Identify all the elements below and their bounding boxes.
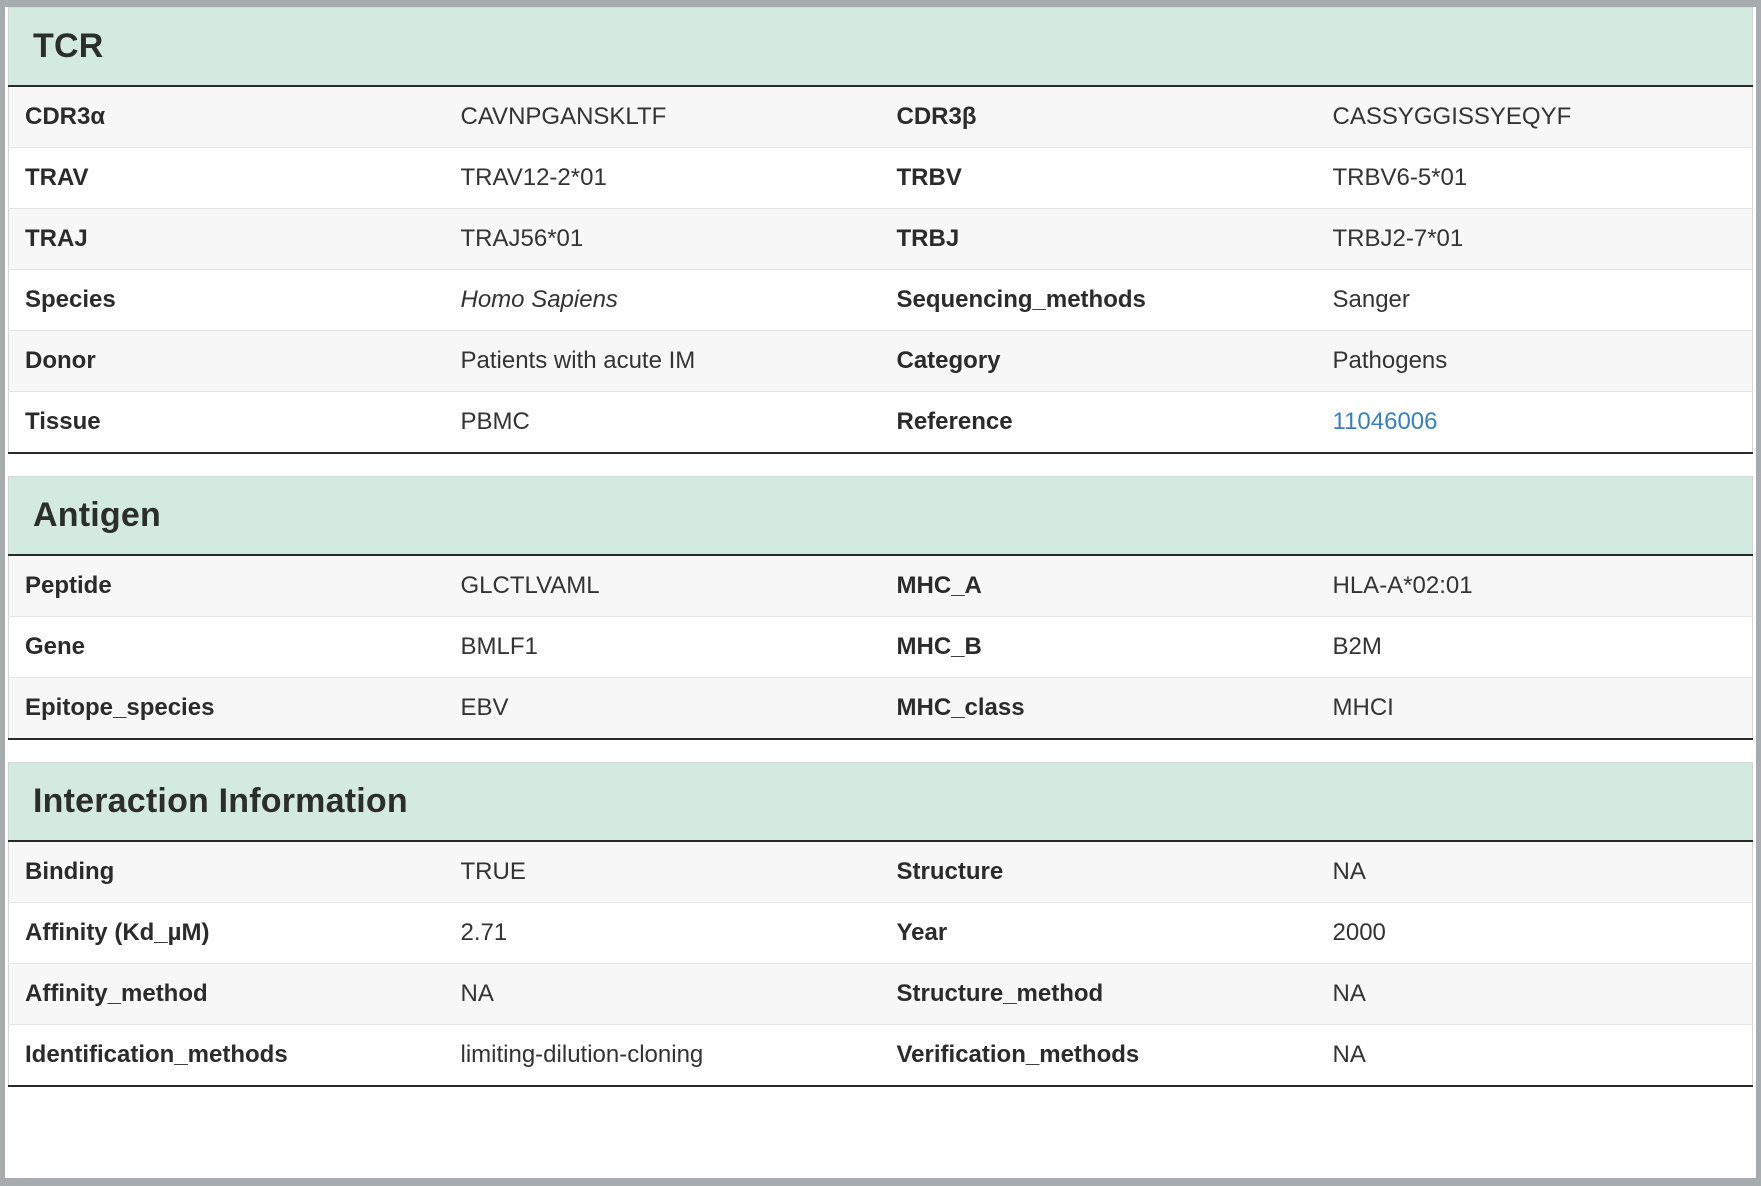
field-label: Sequencing_methods [880,269,1317,331]
field-value: NA [444,963,881,1025]
field-label: MHC_A [896,572,982,599]
field-value: Patients with acute IM [444,330,881,392]
table-row: Affinity_method NA Structure_method NA [8,963,1753,1025]
field-value: 2000 [1316,902,1753,964]
field-label: Category [880,330,1317,392]
field-label: CDR3β [896,103,977,130]
field-value: B2M [1316,616,1753,678]
field-label: TRAV [8,147,445,209]
field-value: NA [1316,963,1753,1025]
field-label: CDR3α [25,103,106,130]
field-label: Year [880,902,1317,964]
section-title-tcr: TCR [8,7,1753,87]
field-value: TRBJ2-7*01 [1316,208,1753,270]
field-value: TRBV6-5*01 [1316,147,1753,209]
table-row: Tissue PBMC Reference 11046006 [8,391,1753,453]
field-value-reference: 11046006 [1316,391,1753,453]
table-row: Binding TRUE Structure NA [8,841,1753,903]
section-title-interaction: Interaction Information [8,762,1753,842]
field-value: GLCTLVAML [460,572,600,599]
field-value: HLA-A*02:01 [1332,572,1473,599]
field-value: limiting-dilution-cloning [444,1024,881,1086]
field-label: Affinity (Kd_µM) [8,902,445,964]
field-value: 2.71 [444,902,881,964]
field-label: Gene [8,616,445,678]
table-row: Peptide GLCTLVAML MHC_A HLA-A*02:01 [8,555,1753,617]
table-row: Affinity (Kd_µM) 2.71 Year 2000 [8,902,1753,964]
field-value: EBV [444,677,881,739]
field-value: Pathogens [1316,330,1753,392]
table-row: CDR3α CAVNPGANSKLTF CDR3β CASSYGGISSYEQY… [8,86,1753,148]
field-label: MHC_B [880,616,1317,678]
tcr-section-table: TCR CDR3α CAVNPGANSKLTF CDR3β CASSYGGISS… [8,7,1753,454]
antigen-section-table: Antigen Peptide GLCTLVAML MHC_A HLA-A*02… [8,476,1753,740]
field-value: CAVNPGANSKLTF [460,103,667,130]
field-label: Binding [25,858,115,885]
table-row: TRAJ TRAJ56*01 TRBJ TRBJ2-7*01 [8,208,1753,270]
table-row: Epitope_species EBV MHC_class MHCI [8,677,1753,739]
field-value: BMLF1 [444,616,881,678]
section-title-antigen: Antigen [8,476,1753,556]
field-label: Structure [896,858,1004,885]
field-value: TRAV12-2*01 [444,147,881,209]
field-label: Donor [8,330,445,392]
field-value: TRUE [460,858,526,885]
field-label: Verification_methods [880,1024,1317,1086]
table-row: Gene BMLF1 MHC_B B2M [8,616,1753,678]
field-value: NA [1316,1024,1753,1086]
table-row: Identification_methods limiting-dilution… [8,1024,1753,1086]
field-value: NA [1332,858,1366,885]
field-label: Affinity_method [8,963,445,1025]
field-label: TRBV [880,147,1317,209]
field-value: CASSYGGISSYEQYF [1332,103,1572,130]
field-label: Reference [880,391,1317,453]
field-label: TRBJ [880,208,1317,270]
field-value: Sanger [1316,269,1753,331]
field-label: Tissue [8,391,445,453]
field-label: TRAJ [8,208,445,270]
field-value-species: Homo Sapiens [444,269,881,331]
field-value: PBMC [444,391,881,453]
field-label: Identification_methods [8,1024,445,1086]
field-value: TRAJ56*01 [444,208,881,270]
field-label: MHC_class [880,677,1317,739]
reference-link[interactable]: 11046006 [1332,408,1438,435]
field-label: Peptide [25,572,112,599]
table-row: Donor Patients with acute IM Category Pa… [8,330,1753,392]
field-value: MHCI [1316,677,1753,739]
table-row: TRAV TRAV12-2*01 TRBV TRBV6-5*01 [8,147,1753,209]
field-label: Species [8,269,445,331]
field-label: Structure_method [880,963,1317,1025]
field-label: Epitope_species [8,677,445,739]
interaction-section-table: Interaction Information Binding TRUE Str… [8,762,1753,1087]
table-row: Species Homo Sapiens Sequencing_methods … [8,269,1753,331]
